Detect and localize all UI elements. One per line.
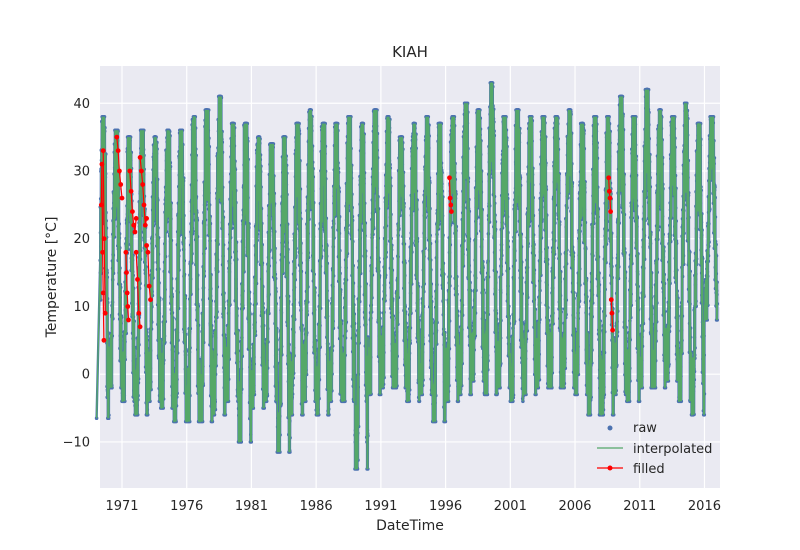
filled-point [136,310,142,316]
filled-point [606,175,612,181]
filled-point [102,310,108,316]
legend-raw-label: raw [633,421,657,436]
filled-segment [608,177,612,212]
x-tick-label: 2016 [688,499,721,514]
x-tick-label: 1976 [170,499,203,514]
filled-point [144,216,150,221]
filled-point [137,155,143,160]
filled-point [608,297,614,303]
filled-point [607,195,613,201]
filled-point [144,243,150,248]
y-axis-title: Temperature [°C] [44,217,60,339]
legend-interpolated-label: interpolated [633,442,712,457]
x-tick-label: 1981 [235,499,268,514]
y-tick-labels: −10 0 10 20 30 40 [63,97,90,451]
filled-point [140,182,146,187]
filled-point [135,277,140,282]
filled-point [608,209,613,215]
filled-point [127,168,133,174]
filled-point [119,195,125,201]
x-axis-title: DateTime [376,518,444,534]
filled-point [137,324,143,330]
filled-point [98,202,104,208]
y-tick-label: 30 [73,164,90,179]
legend-filled-marker [607,465,613,471]
filled-point [126,317,131,323]
filled-point [114,134,120,140]
filled-point [148,297,153,303]
filled-point [125,304,131,309]
filled-point [101,236,107,242]
x-tick-label: 1986 [300,499,333,514]
filled-series [98,134,615,343]
filled-point [146,283,152,289]
x-tick-label: 2001 [494,499,527,514]
filled-point [132,229,138,235]
filled-point [447,175,452,181]
filled-point [142,222,148,228]
y-tick-label: −10 [63,435,90,450]
y-tick-label: 20 [73,232,90,247]
legend: raw interpolated filled [597,421,712,477]
x-tick-label: 2006 [558,499,591,514]
filled-point [610,327,615,333]
filled-point [606,188,612,194]
x-tick-label: 1996 [429,499,462,514]
filled-point [131,222,137,228]
x-tick-labels: 1971 1976 1981 1986 1991 1996 2001 2006 2011 2016 [105,499,721,514]
filled-point [100,148,106,154]
filled-point [101,337,107,343]
filled-point [118,182,124,187]
interpolated-line [95,82,718,470]
filled-point [130,209,135,215]
filled-point [123,249,129,255]
chart-title: KIAH [392,43,428,61]
filled-point [447,195,453,201]
filled-point [141,202,147,208]
filled-point [133,249,139,255]
filled-point [117,168,122,174]
filled-segment [135,252,141,327]
x-tick-label: 1971 [105,499,138,514]
filled-point [124,290,130,296]
filled-point [115,148,121,154]
filled-point [609,310,615,316]
filled-segment [146,245,152,300]
filled-point [139,168,144,174]
filled-point [449,209,454,215]
filled-segment [448,177,452,212]
y-tick-label: 40 [73,97,90,112]
legend-filled-label: filled [633,462,665,477]
filled-point [145,249,151,255]
x-tick-label: 2011 [623,499,656,514]
filled-point [133,216,139,221]
filled-point [448,202,454,208]
y-tick-label: 0 [82,368,90,383]
x-tick-label: 1991 [364,499,397,514]
y-tick-label: 10 [73,300,90,315]
filled-point [128,188,134,194]
interpolated-series [95,81,719,471]
legend-raw-marker [607,425,613,431]
filled-point [124,270,129,275]
